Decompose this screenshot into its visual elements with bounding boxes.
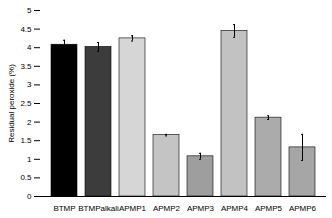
svg-text:APMP1: APMP1 (119, 204, 147, 213)
svg-text:5: 5 (27, 6, 32, 15)
svg-text:APMP2: APMP2 (153, 204, 181, 213)
svg-text:0: 0 (27, 192, 32, 201)
svg-text:APMP5: APMP5 (255, 204, 283, 213)
svg-text:2: 2 (27, 118, 32, 127)
svg-text:1.5: 1.5 (20, 136, 32, 145)
svg-text:0.5: 0.5 (20, 173, 32, 182)
svg-text:Residual peroxide (%): Residual peroxide (%) (7, 64, 16, 143)
svg-text:APMP6: APMP6 (289, 204, 317, 213)
svg-text:APMP3: APMP3 (187, 204, 215, 213)
svg-text:BTMPalkali: BTMPalkali (78, 204, 119, 213)
svg-text:1: 1 (27, 155, 32, 164)
svg-text:APMP4: APMP4 (221, 204, 249, 213)
svg-text:3: 3 (27, 80, 32, 89)
svg-text:4: 4 (27, 43, 32, 52)
svg-text:2.5: 2.5 (20, 99, 32, 108)
svg-text:4.5: 4.5 (20, 25, 32, 34)
svg-text:BTMP: BTMP (53, 204, 75, 213)
svg-text:3.5: 3.5 (20, 62, 32, 71)
